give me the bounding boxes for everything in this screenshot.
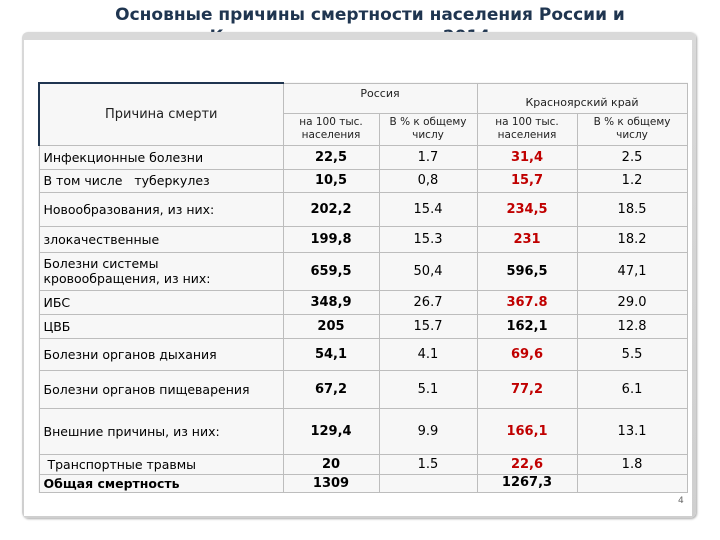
russia-percent: 15.3	[378, 225, 478, 253]
title-line-1: Основные причины смертности населения Ро…	[115, 5, 625, 25]
region-value: 77,2	[476, 369, 578, 409]
table-row: ЦВБ 205 15.7 162,1 12.8	[38, 313, 688, 339]
russia-percent: 26.7	[378, 289, 478, 315]
table-row: ИБС 348,9 26.7 367.8 29.0	[38, 289, 688, 315]
russia-value: 129,4	[282, 407, 380, 455]
russia-percent: 9.9	[378, 407, 478, 455]
row-cause: злокачественные	[38, 225, 284, 253]
row-cause: Болезни системы кровообращения, из них:	[38, 251, 284, 291]
region-percent: 5.5	[576, 337, 688, 371]
header-region-percent: В % к общему числу	[576, 112, 688, 146]
page-number: 4	[678, 496, 684, 506]
region-value: 596,5	[476, 251, 578, 291]
row-cause: Новообразования, из них:	[38, 191, 284, 227]
region-value: 22,6	[476, 453, 578, 475]
table-row: Внешние причины, из них: 129,4 9.9 166,1…	[38, 407, 688, 455]
row-cause: Общая смертность	[38, 473, 284, 493]
region-value: 1267,3	[476, 473, 578, 493]
russia-value: 1309	[282, 473, 380, 493]
table-row: Инфекционные болезни 22,5 1.7 31,4 2.5	[38, 144, 688, 170]
region-value: 231	[476, 225, 578, 253]
table-row: В том числе туберкулез 10,5 0,8 15,7 1.2	[38, 168, 688, 193]
row-cause: ЦВБ	[38, 313, 284, 339]
row-cause: Болезни органов пищеварения	[38, 369, 284, 409]
russia-percent: 1.7	[378, 144, 478, 170]
russia-percent: 15.4	[378, 191, 478, 227]
russia-value: 205	[282, 313, 380, 339]
region-percent: 13.1	[576, 407, 688, 455]
russia-percent: 50,4	[378, 251, 478, 291]
region-percent: 1.2	[576, 168, 688, 193]
table-row: Транспортные травмы 20 1.5 22,6 1.8	[38, 453, 688, 475]
russia-value: 22,5	[282, 144, 380, 170]
table-row: Болезни органов пищеварения 67,2 5.1 77,…	[38, 369, 688, 409]
russia-percent	[378, 473, 478, 493]
region-percent: 6.1	[576, 369, 688, 409]
row-cause: Болезни органов дыхания	[38, 337, 284, 371]
region-percent	[576, 473, 688, 493]
row-cause: Инфекционные болезни	[38, 144, 284, 170]
russia-percent: 5.1	[378, 369, 478, 409]
header-russia-percent: В % к общему числу	[378, 112, 478, 146]
region-value: 234,5	[476, 191, 578, 227]
russia-value: 54,1	[282, 337, 380, 371]
header-russia: Россия	[282, 82, 478, 114]
russia-percent: 1.5	[378, 453, 478, 475]
region-percent: 18.5	[576, 191, 688, 227]
russia-percent: 4.1	[378, 337, 478, 371]
region-percent: 29.0	[576, 289, 688, 315]
table-row-total: Общая смертность 1309 1267,3	[38, 473, 688, 493]
russia-value: 659,5	[282, 251, 380, 291]
row-cause: Транспортные травмы	[38, 453, 284, 475]
region-percent: 1.8	[576, 453, 688, 475]
row-cause: ИБС	[38, 289, 284, 315]
russia-percent: 0,8	[378, 168, 478, 193]
russia-value: 67,2	[282, 369, 380, 409]
region-value: 31,4	[476, 144, 578, 170]
region-percent: 47,1	[576, 251, 688, 291]
region-value: 15,7	[476, 168, 578, 193]
russia-percent: 15.7	[378, 313, 478, 339]
region-percent: 18.2	[576, 225, 688, 253]
region-percent: 12.8	[576, 313, 688, 339]
row-cause: Внешние причины, из них:	[38, 407, 284, 455]
table-row: Болезни системы кровообращения, из них: …	[38, 251, 688, 291]
header-cause: Причина смерти	[38, 82, 284, 146]
russia-value: 202,2	[282, 191, 380, 227]
russia-value: 348,9	[282, 289, 380, 315]
region-value: 69,6	[476, 337, 578, 371]
header-region: Красноярский край	[476, 82, 688, 114]
row-cause: В том числе туберкулез	[38, 168, 284, 193]
russia-value: 10,5	[282, 168, 380, 193]
russia-value: 199,8	[282, 225, 380, 253]
region-value: 367.8	[476, 289, 578, 315]
region-percent: 2.5	[576, 144, 688, 170]
region-value: 162,1	[476, 313, 578, 339]
mortality-table: Причина смерти Россия Красноярский край …	[38, 82, 688, 493]
table-row: Новообразования, из них: 202,2 15.4 234,…	[38, 191, 688, 227]
header-russia-per100k: на 100 тыс. населения	[282, 112, 380, 146]
table-row: Болезни органов дыхания 54,1 4.1 69,6 5.…	[38, 337, 688, 371]
region-value: 166,1	[476, 407, 578, 455]
russia-value: 20	[282, 453, 380, 475]
header-region-per100k: на 100 тыс. населения	[476, 112, 578, 146]
table-row: злокачественные 199,8 15.3 231 18.2	[38, 225, 688, 253]
